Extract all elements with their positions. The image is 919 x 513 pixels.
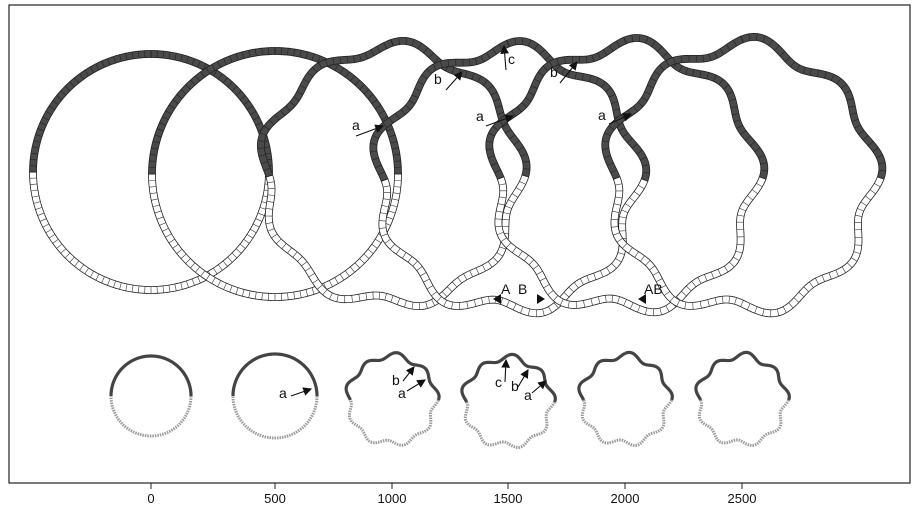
annotation-arrow [501, 358, 511, 383]
dark-segment [29, 50, 152, 173]
label-a-small-2: a [398, 385, 406, 401]
annotation-arrow [500, 44, 510, 71]
dark-segment [601, 35, 744, 180]
small-dark-segment [624, 350, 674, 401]
annotation-arrow [355, 124, 385, 137]
small-light-segment [231, 395, 319, 440]
small-light-segment [109, 395, 193, 438]
small-dark-segment [391, 351, 441, 401]
small-dark-segment [274, 352, 319, 397]
label-a-large-1: a [352, 117, 360, 133]
small-shape-0 [109, 354, 193, 438]
small-dark-segment [460, 354, 509, 403]
label-a-small-1: a [279, 385, 287, 401]
small-shape-2 [344, 351, 441, 447]
small-light-segment [463, 401, 556, 449]
label-A: A [501, 281, 511, 297]
large-shape-5 [601, 32, 887, 318]
small-dark-segment [344, 352, 393, 401]
annotation-arrow [485, 114, 515, 127]
figure-frame [8, 4, 911, 484]
label-c-small-3: c [495, 374, 502, 390]
annotation-arrow [517, 369, 529, 388]
small-light-segment [697, 399, 790, 447]
small-dark-segment [231, 352, 276, 397]
large-shape-4 [485, 34, 769, 317]
small-shapes-row [109, 350, 791, 449]
small-dark-segment [109, 354, 152, 397]
small-shape-5 [694, 350, 791, 447]
large-shape-1 [148, 47, 402, 301]
x-tick-1000: 1000 [378, 491, 407, 506]
large-shape-3 [369, 37, 651, 318]
label-b-large-2: b [434, 71, 442, 87]
label-AB: AB [644, 281, 663, 297]
x-tick-1500: 1500 [494, 491, 523, 506]
small-shape-1 [231, 352, 319, 440]
label-a-large-2: a [476, 108, 484, 124]
dark-segment [274, 47, 402, 175]
small-dark-segment [507, 352, 557, 403]
x-tick-500: 500 [264, 491, 286, 506]
x-tick-2000: 2000 [611, 491, 640, 506]
label-B: B [518, 281, 527, 297]
small-dark-segment [694, 352, 743, 401]
label-a-large-3: a [598, 107, 606, 123]
small-shape-3 [460, 352, 557, 449]
annotation-arrow [445, 71, 463, 91]
label-a-small-3: a [524, 387, 532, 403]
x-axis: 0 500 1000 1500 2000 2500 [147, 483, 756, 506]
annotation-arrow [559, 61, 578, 84]
small-shape-4 [577, 350, 674, 447]
dark-segment [369, 39, 510, 182]
large-shapes-row [29, 32, 887, 318]
small-dark-segment [150, 354, 193, 397]
annotation-arrow [290, 387, 313, 397]
annotation-arrows [290, 44, 646, 397]
small-dark-segment [741, 350, 791, 401]
annotation-arrow [608, 113, 633, 125]
small-light-segment [347, 399, 440, 447]
position-marker [638, 294, 646, 304]
small-light-segment [580, 399, 673, 447]
x-tick-2500: 2500 [728, 491, 757, 506]
label-b-small-3: b [511, 378, 519, 394]
label-b-large-3: b [550, 64, 558, 80]
annotation-arrow [402, 366, 415, 382]
small-dark-segment [577, 352, 626, 401]
annotation-arrow [531, 380, 547, 394]
large-shape-2 [256, 36, 531, 311]
position-marker [493, 294, 501, 304]
annotation-arrow [406, 379, 426, 392]
x-tick-0: 0 [147, 491, 154, 506]
position-marker [537, 294, 545, 304]
label-b-small-2: b [392, 372, 400, 388]
label-c-large-3: c [508, 51, 515, 67]
